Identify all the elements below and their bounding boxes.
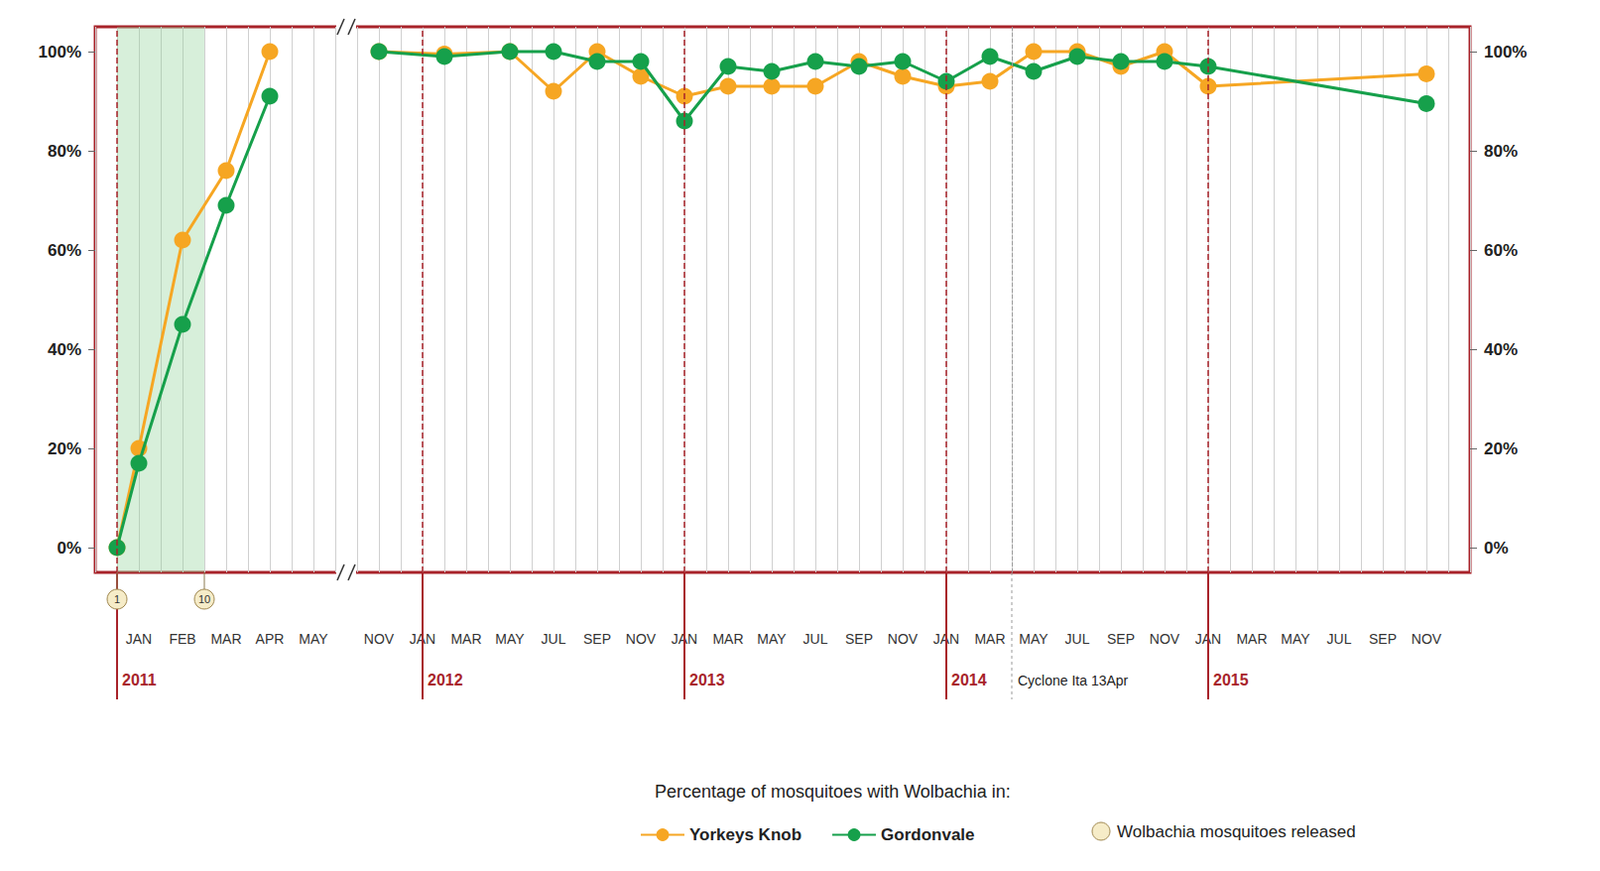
svg-text:JUL: JUL [541, 630, 567, 647]
svg-text:2014: 2014 [951, 671, 987, 689]
svg-text:10: 10 [198, 593, 211, 606]
svg-text:MAR: MAR [974, 630, 1005, 647]
svg-text:SEP: SEP [1368, 630, 1397, 647]
svg-text:100%: 100% [1483, 42, 1527, 62]
svg-text:NOV: NOV [1411, 630, 1443, 647]
svg-text:Percentage of mosquitoes with: Percentage of mosquitoes with Wolbachia … [654, 781, 1011, 802]
svg-text:MAY: MAY [298, 630, 329, 647]
svg-text:MAY: MAY [756, 630, 787, 647]
svg-text:FEB: FEB [168, 630, 196, 647]
svg-text:JAN: JAN [933, 630, 960, 647]
svg-text:40%: 40% [47, 340, 82, 360]
svg-text:MAR: MAR [450, 630, 482, 647]
svg-text:2015: 2015 [1213, 671, 1249, 689]
svg-text:MAY: MAY [1280, 630, 1311, 647]
svg-text:JUL: JUL [1065, 630, 1091, 647]
svg-text:NOV: NOV [887, 630, 919, 647]
svg-text:20%: 20% [1483, 439, 1518, 459]
svg-text:JAN: JAN [671, 630, 698, 647]
svg-text:0%: 0% [56, 538, 82, 558]
svg-text:20%: 20% [47, 439, 82, 459]
svg-text:JUL: JUL [1327, 630, 1353, 647]
svg-text:80%: 80% [47, 141, 82, 161]
svg-text:Yorkeys Knob: Yorkeys Knob [689, 825, 802, 845]
svg-text:APR: APR [255, 630, 285, 647]
svg-text:2013: 2013 [689, 671, 726, 689]
svg-text:JAN: JAN [409, 630, 436, 647]
svg-text:2011: 2011 [122, 671, 157, 689]
svg-text:SEP: SEP [583, 630, 612, 647]
svg-text:40%: 40% [1483, 340, 1518, 360]
svg-text:JUL: JUL [803, 630, 829, 647]
svg-text:MAR: MAR [712, 630, 743, 647]
svg-text:2012: 2012 [427, 671, 464, 689]
svg-text:JAN: JAN [125, 630, 152, 647]
svg-text:NOV: NOV [1149, 630, 1181, 647]
svg-text:0%: 0% [1483, 538, 1509, 558]
svg-text:SEP: SEP [845, 630, 873, 647]
svg-text:SEP: SEP [1107, 630, 1135, 647]
svg-text:80%: 80% [1483, 141, 1518, 161]
svg-text:60%: 60% [47, 241, 82, 260]
svg-text:1: 1 [114, 593, 121, 606]
svg-text:MAR: MAR [210, 630, 242, 647]
svg-text:NOV: NOV [625, 630, 657, 647]
svg-text:Wolbachia mosquitoes released: Wolbachia mosquitoes released [1116, 822, 1356, 842]
svg-text:NOV: NOV [364, 630, 395, 647]
svg-text:Gordonvale: Gordonvale [880, 825, 975, 845]
svg-text:MAY: MAY [494, 630, 525, 647]
svg-text:Cyclone Ita 13Apr: Cyclone Ita 13Apr [1017, 672, 1129, 689]
svg-text:100%: 100% [38, 42, 82, 62]
svg-text:MAR: MAR [1235, 630, 1267, 647]
svg-text:JAN: JAN [1195, 630, 1222, 647]
svg-text:MAY: MAY [1018, 630, 1049, 647]
svg-text:60%: 60% [1483, 241, 1518, 260]
